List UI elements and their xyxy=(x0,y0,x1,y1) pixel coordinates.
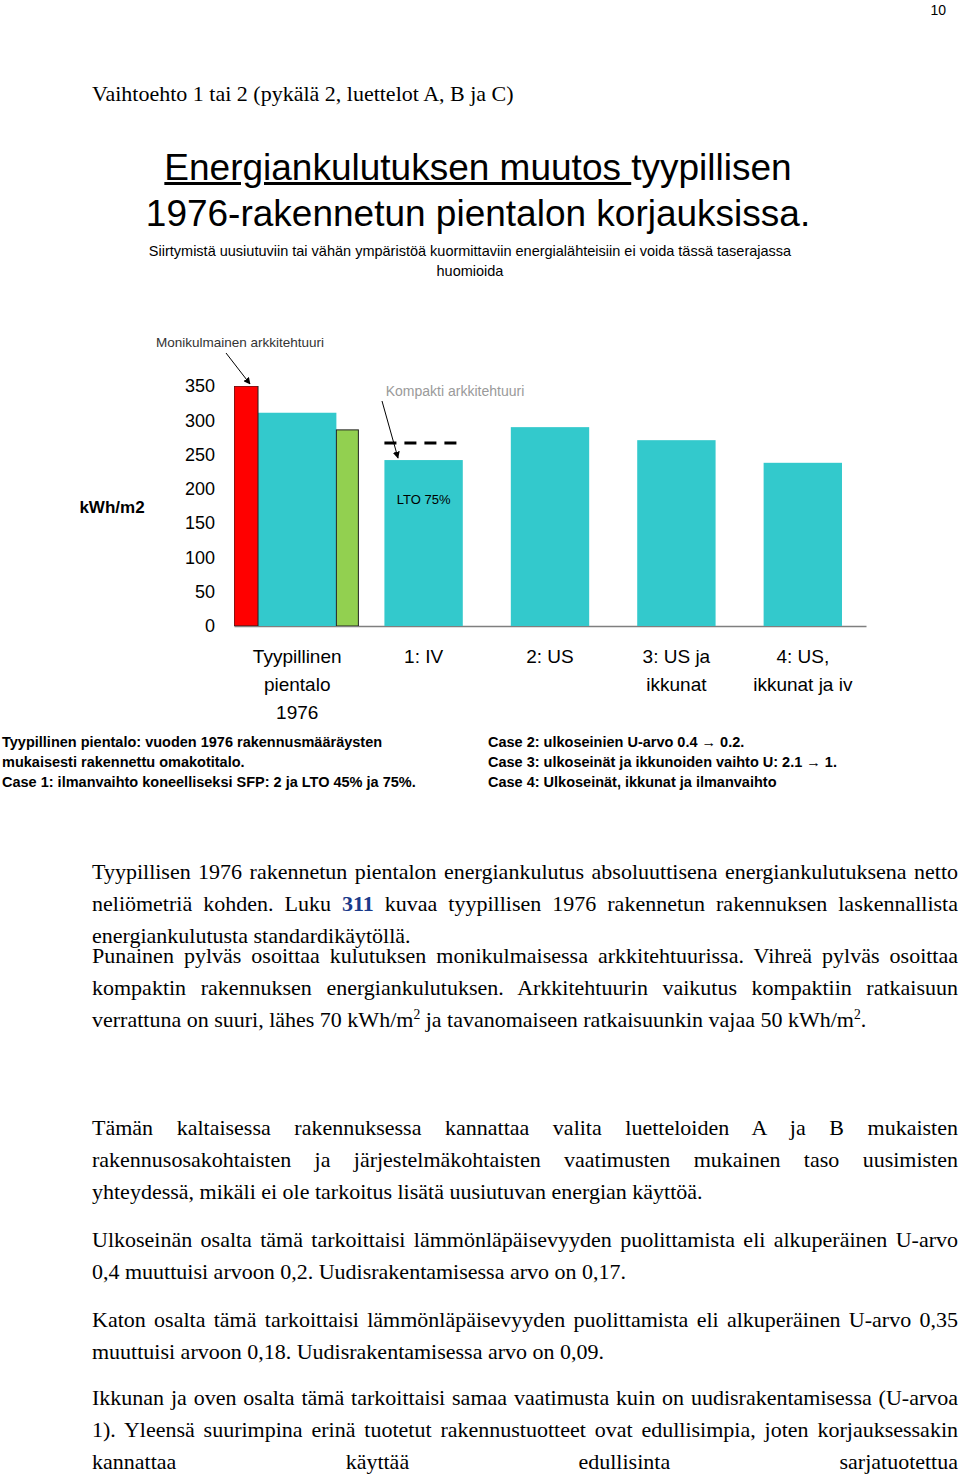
bar xyxy=(384,460,462,626)
paragraph: Katon osalta tämä tarkoittaisi lämmönläp… xyxy=(92,1304,958,1368)
note: Case 1: ilmanvaihto koneelliseksi SFP: 2… xyxy=(2,774,416,790)
series xyxy=(336,430,358,626)
paragraph: Tämän kaltaisessa rakennuksessa kannatta… xyxy=(92,1112,958,1208)
y-tick: 50 xyxy=(195,582,234,602)
text-run: ja tavanomaiseen ratkaisuunkin vajaa 50 … xyxy=(420,1007,854,1032)
text-run: tyypillisen xyxy=(631,147,791,188)
notes: Tyypillinen pientalo: vuoden 1976 rakenn… xyxy=(2,734,837,790)
series xyxy=(258,413,842,626)
dashed-marker xyxy=(384,441,462,444)
text-run: Katon osalta tämä tarkoittaisi lämmönläp… xyxy=(92,1307,958,1364)
x-tick-label-line: pientalo xyxy=(264,674,331,695)
paragraph: Tyypillisen 1976 rakennetun pientalon en… xyxy=(92,856,958,952)
marks xyxy=(234,386,842,626)
x-tick-label-line: ikkunat xyxy=(646,674,707,695)
y-tick: 100 xyxy=(185,548,234,568)
x-tick-label-line: 1976 xyxy=(276,702,318,723)
y-axis-title: kWh/m2 xyxy=(79,498,144,517)
y-tick: 200 xyxy=(185,479,234,499)
series xyxy=(384,442,462,443)
x-tick-label-line: 3: US ja xyxy=(643,646,711,667)
annotation: Kompakti arkkitehtuuri xyxy=(386,383,525,399)
note: Case 3: ulkoseinät ja ikkunoiden vaihto … xyxy=(488,754,837,770)
chart: 0 50 100 150 200 250 300 350 kWh/m2 Tyypillinen pi… xyxy=(79,335,866,723)
subtitle-line: huomioida xyxy=(0,261,940,281)
bar xyxy=(764,463,842,626)
bar xyxy=(511,427,589,626)
text-run: Tämän kaltaisessa rakennuksessa kannatta… xyxy=(92,1115,958,1204)
x-tick-label-line: 4: US, xyxy=(776,646,829,667)
x-tick-label: 2: US xyxy=(526,646,574,667)
text-run: 2 xyxy=(854,1007,861,1022)
y-tick-label: 350 xyxy=(185,376,215,396)
text-run: Ulkoseinän osalta tämä tarkoittaisi lämm… xyxy=(92,1227,958,1284)
y-tick-label: 0 xyxy=(205,616,215,636)
text-run: . xyxy=(861,1007,867,1032)
y-tick-label: 150 xyxy=(185,513,215,533)
series xyxy=(234,386,258,626)
y-tick: 0 xyxy=(205,616,234,636)
x-tick-label-line: Tyypillinen xyxy=(253,646,342,667)
bar xyxy=(637,440,715,626)
paragraph: Punainen pylväs osoittaa kulutuksen moni… xyxy=(92,940,958,1036)
page: 0 50 100 150 200 250 300 350 kWh/m2 Tyypillinen pi… xyxy=(0,0,960,1484)
page-number: 10 xyxy=(930,2,946,18)
x-tick-label: 1: IV xyxy=(404,646,443,667)
text-run: 1976-rakennetun pientalon korjauksissa. xyxy=(146,193,810,234)
annotations: Monikulmainen arkkitehtuuri Kompakti arkk… xyxy=(156,335,524,507)
subtitle-line: Siirtymistä uusiutuviin tai vähän ympäri… xyxy=(0,241,940,261)
y-tick: 150 xyxy=(185,513,234,533)
x-tick: 2: US xyxy=(526,626,574,667)
note: Tyypillinen pientalo: vuoden 1976 rakenn… xyxy=(2,734,382,750)
paragraph: Ikkunan ja oven osalta tämä tarkoittaisi… xyxy=(92,1382,958,1478)
annotation-arrow xyxy=(382,401,398,458)
y-tick-label: 200 xyxy=(185,479,215,499)
annotation-arrow xyxy=(226,353,250,384)
title-line: Energiankulutuksen muutos tyypillisen xyxy=(0,145,956,191)
y-tick-label: 250 xyxy=(185,445,215,465)
x-tick: 4: US, ikkunat ja iv xyxy=(753,626,853,695)
bar xyxy=(336,430,358,626)
text-run: 311 xyxy=(342,891,374,916)
x-tick: 3: US ja ikkunat xyxy=(643,626,711,695)
annotation: Monikulmainen arkkitehtuuri xyxy=(156,335,324,350)
x-tick: Tyypillinen pientalo 1976 xyxy=(253,626,342,723)
bar xyxy=(258,413,336,626)
y-tick-label: 300 xyxy=(185,411,215,431)
x-tick-label: 3: US ja ikkunat xyxy=(643,646,711,695)
x-tick-label-line: 1: IV xyxy=(404,646,443,667)
y-tick-label: 50 xyxy=(195,582,215,602)
note: mukaisesti rakennettu omakotitalo. xyxy=(2,754,245,770)
x-tick-label-line: ikkunat ja iv xyxy=(753,674,853,695)
y-tick-label: 100 xyxy=(185,548,215,568)
x-tick-label-line: 2: US xyxy=(526,646,574,667)
y-tick: 350 xyxy=(185,376,234,396)
text-run: Ikkunan ja oven osalta tämä tarkoittaisi… xyxy=(92,1385,958,1474)
y-axis: 0 50 100 150 200 250 300 350 xyxy=(185,376,235,636)
note: Case 4: Ulkoseinät, ikkunat ja ilmanvaih… xyxy=(488,774,777,790)
subtitle: Siirtymistä uusiutuviin tai vähän ympäri… xyxy=(0,241,940,281)
title: Energiankulutuksen muutos tyypillisen197… xyxy=(0,145,956,237)
heading: Vaihtoehto 1 tai 2 (pykälä 2, luettelot … xyxy=(92,82,514,106)
bar xyxy=(234,386,258,626)
y-tick: 250 xyxy=(185,445,234,465)
x-tick-label: 4: US, ikkunat ja iv xyxy=(753,646,853,695)
text-run: 2 xyxy=(413,1007,420,1022)
y-tick: 300 xyxy=(185,411,234,431)
paragraph: Ulkoseinän osalta tämä tarkoittaisi lämm… xyxy=(92,1224,958,1288)
x-tick: 1: IV xyxy=(404,626,443,667)
note: Case 2: ulkoseinien U-arvo 0.4 → 0.2. xyxy=(488,734,744,750)
x-tick-label: Tyypillinen pientalo 1976 xyxy=(253,646,342,723)
text-run: Energiankulutuksen muutos xyxy=(164,147,631,188)
annotation: LTO 75% xyxy=(397,492,451,507)
title-line: 1976-rakennetun pientalon korjauksissa. xyxy=(0,191,956,237)
x-axis: Tyypillinen pientalo 1976 1: IV 2: US 3: US j… xyxy=(235,626,867,723)
